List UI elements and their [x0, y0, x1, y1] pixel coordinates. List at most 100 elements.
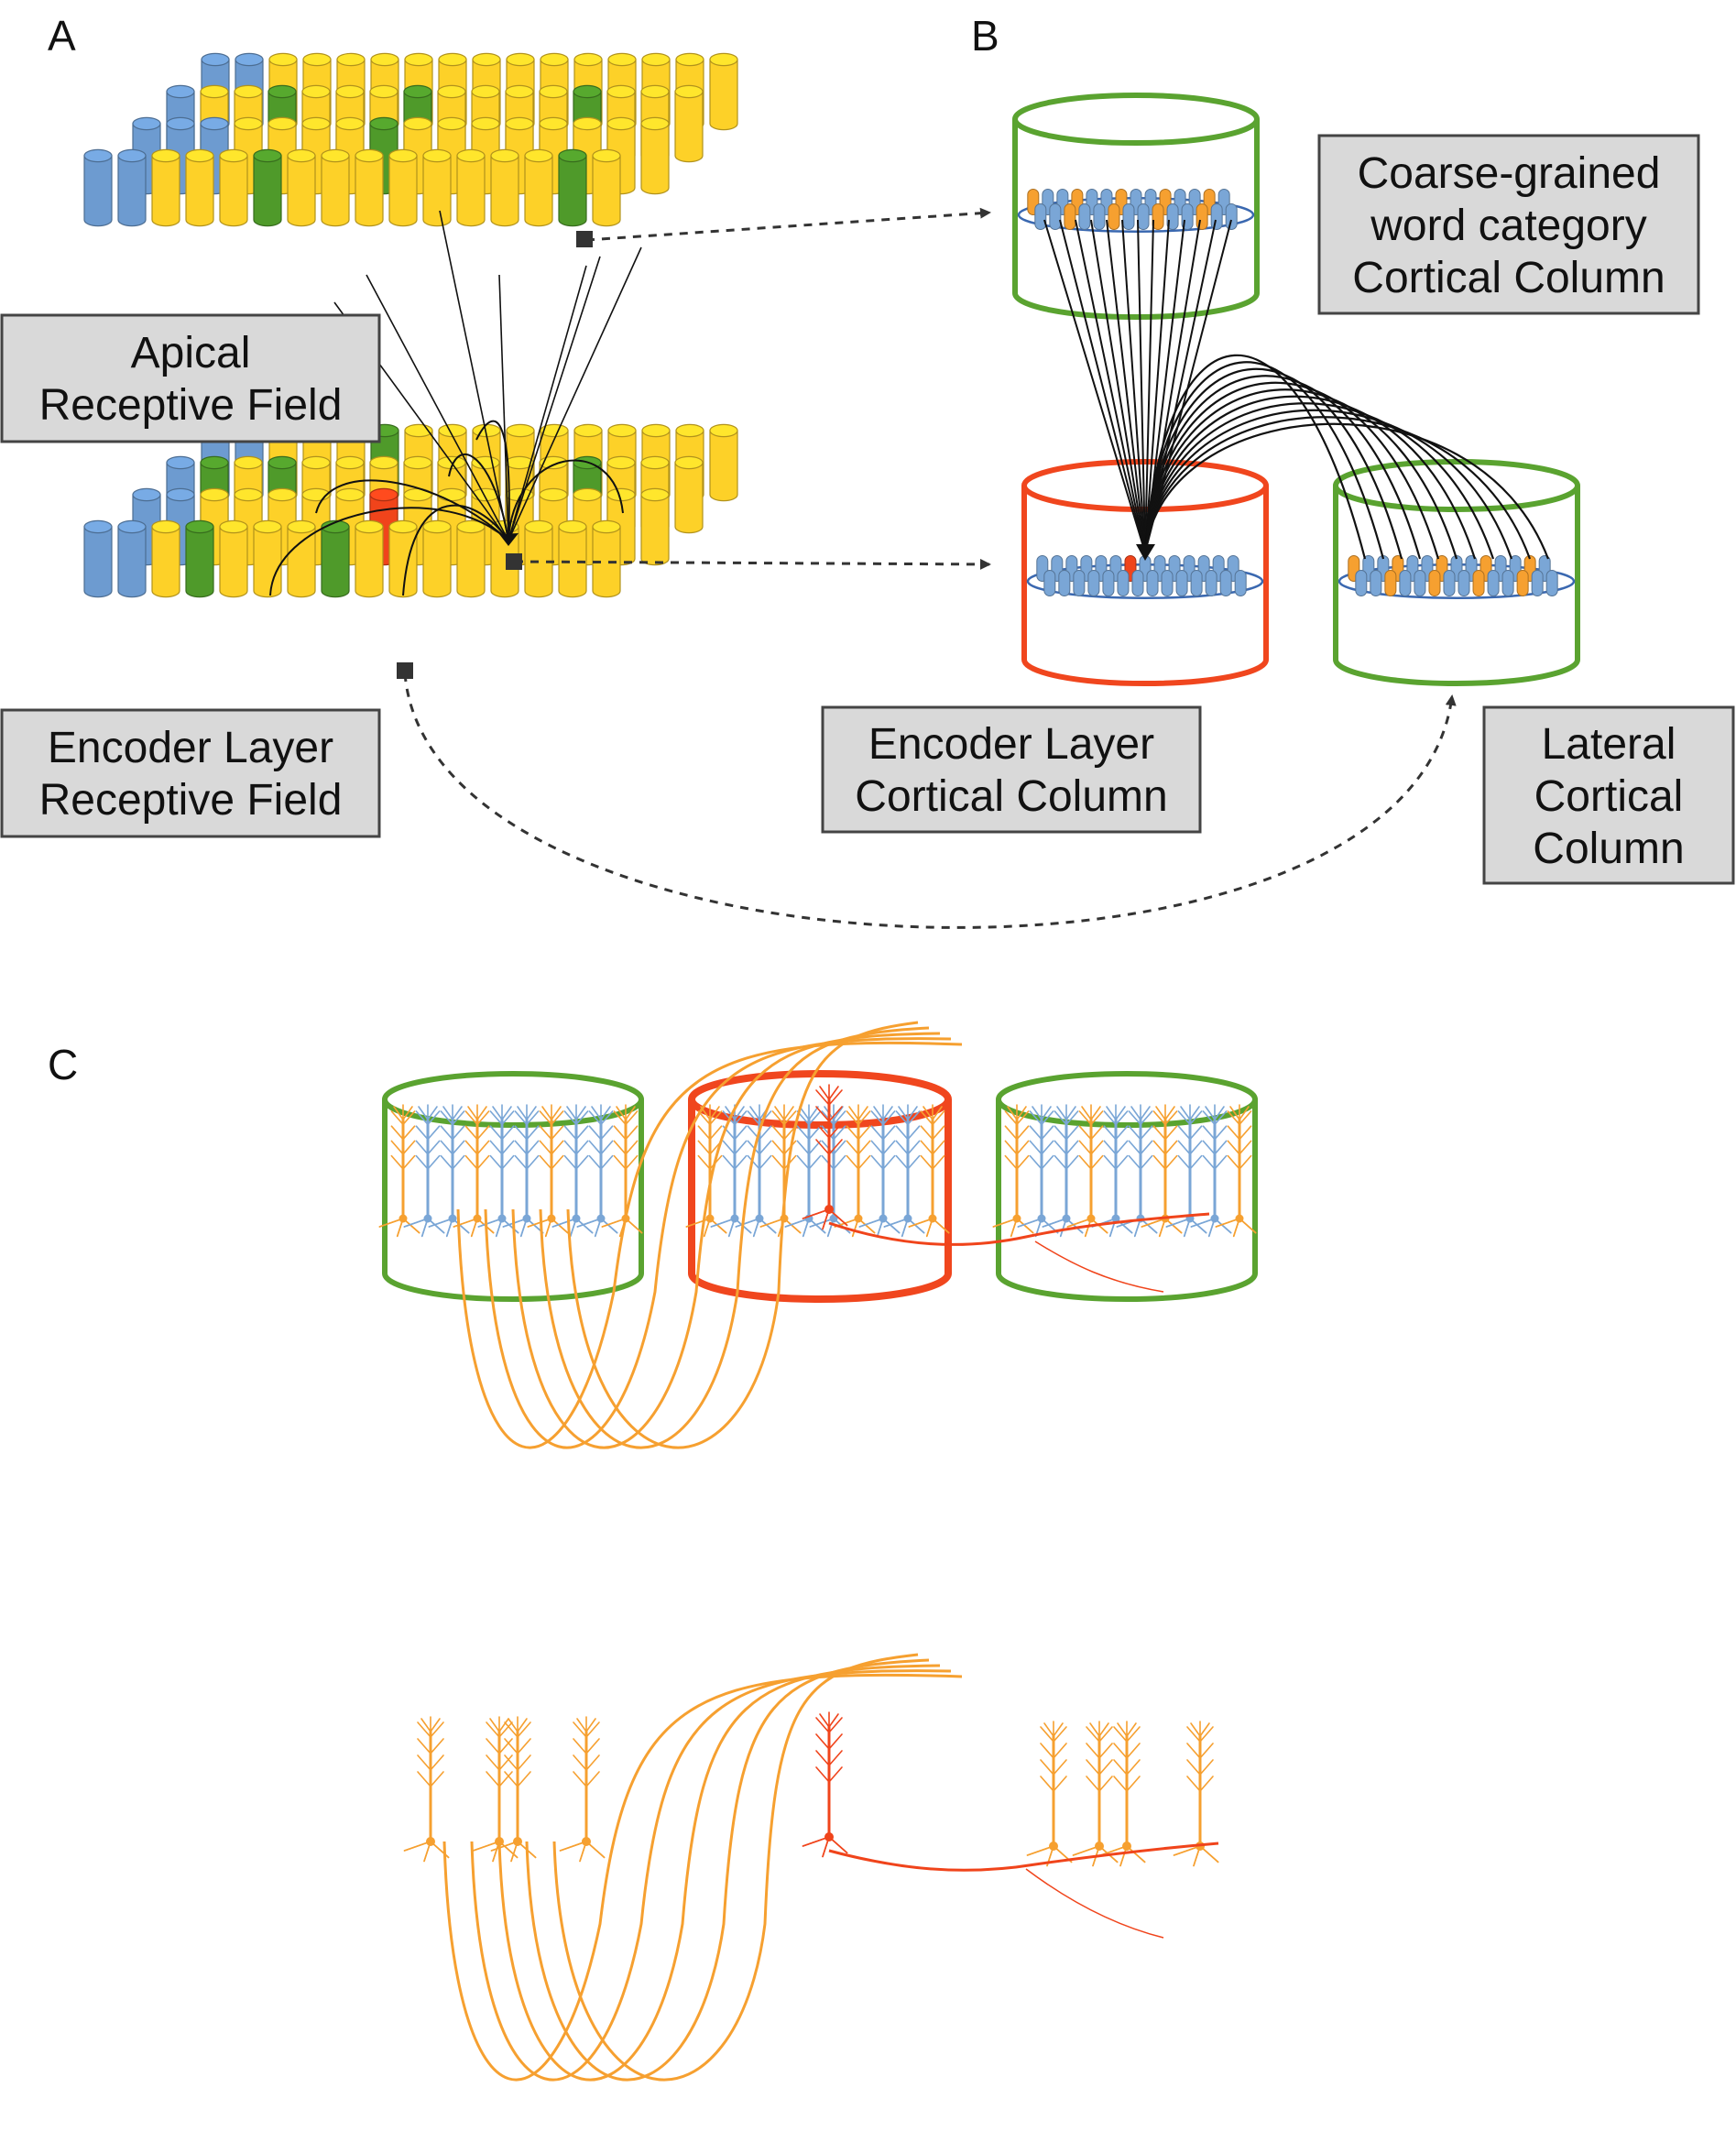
pyramidal-neuron-icon: [1042, 1104, 1084, 1238]
cylinder-icon: [83, 519, 113, 598]
svg-text:Cortical Column: Cortical Column: [855, 772, 1167, 821]
cylinder-icon: [640, 487, 670, 566]
axon-bundle: [442, 1653, 963, 2082]
pyramidal-neuron-icon: [559, 1716, 606, 1863]
svg-text:Encoder Layer: Encoder Layer: [48, 724, 333, 772]
pyramidal-neuron-icon: [403, 1104, 445, 1238]
panel-label-c: C: [48, 1041, 78, 1088]
cylinder-icon: [355, 148, 384, 227]
cortical-column-icon: [996, 1099, 1258, 1302]
cylinder-icon: [456, 519, 486, 598]
svg-text:Receptive Field: Receptive Field: [39, 776, 343, 825]
svg-text:Column: Column: [1533, 825, 1684, 873]
pyramidal-neuron-icon: [378, 1104, 420, 1238]
pyramidal-neuron-icon: [601, 1104, 643, 1238]
lateral-column-label: Lateral Cortical Column: [1482, 705, 1735, 885]
cylinder-icon: [490, 148, 519, 227]
coarse-column-label: Coarse-grained word category Cortical Co…: [1317, 134, 1700, 315]
pyramidal-neuron-icon: [428, 1104, 470, 1238]
cylinder-icon: [355, 519, 384, 598]
cylinder-icon: [219, 519, 248, 598]
cylinder-icon: [185, 148, 214, 227]
pyramidal-neuron-icon: [802, 1084, 848, 1230]
pyramidal-neuron-icon: [1116, 1104, 1158, 1238]
cylinder-icon: [640, 116, 670, 195]
cylinder-icon: [185, 519, 214, 598]
svg-text:Apical: Apical: [131, 329, 251, 377]
cylinder-icon: [674, 455, 704, 534]
pyramidal-neuron-icon: [1017, 1104, 1059, 1238]
cylinder-icon: [287, 148, 316, 227]
pyramidal-neuron-icon: [834, 1104, 876, 1238]
pyramidal-neuron-icon: [1165, 1104, 1207, 1238]
arrow-start-markers: [397, 231, 593, 679]
coarse-cortical-column: [1012, 93, 1260, 320]
pyramidal-neuron-icon: [908, 1104, 950, 1238]
cylinder-icon: [422, 519, 452, 598]
panel-label-a: A: [48, 12, 76, 60]
svg-text:Receptive Field: Receptive Field: [39, 381, 343, 430]
pyramidal-neuron-icon: [477, 1104, 519, 1238]
panel-b-connections: [1043, 219, 1550, 561]
pyramidal-neuron-icon: [685, 1104, 727, 1238]
pyramidal-neuron-icon: [551, 1104, 594, 1238]
cortical-column-icon: [382, 1099, 644, 1302]
cylinder-icon: [117, 148, 147, 227]
encoder-layer-receptive-field-label: Encoder Layer Receptive Field: [0, 708, 381, 838]
svg-text:Lateral: Lateral: [1542, 720, 1676, 769]
cylinder-icon: [524, 148, 553, 227]
dashed-arrow-icon: [403, 672, 1457, 929]
pyramidal-neuron-icon: [858, 1104, 901, 1238]
svg-text:Encoder Layer: Encoder Layer: [868, 720, 1154, 769]
cylinder-icon: [388, 148, 418, 227]
cylinder-icon: [524, 519, 553, 598]
pyramidal-neuron-icon: [472, 1716, 519, 1863]
svg-text:word category: word category: [1370, 202, 1646, 250]
cylinder-icon: [219, 148, 248, 227]
pyramidal-neuron-icon: [1026, 1721, 1073, 1867]
cylinder-icon: [456, 148, 486, 227]
pyramidal-neuron-icon: [1099, 1721, 1146, 1867]
pyramidal-neuron-icon: [403, 1716, 450, 1863]
cylinder-icon: [321, 519, 350, 598]
panel-c-columns-with-neurons: [378, 1021, 1258, 1449]
pyramidal-neuron-icon: [802, 1711, 848, 1858]
cylinder-icon: [709, 423, 738, 502]
cylinder-icon: [422, 148, 452, 227]
pyramidal-neuron-icon: [883, 1104, 925, 1238]
cylinder-icon: [151, 148, 180, 227]
dashed-arrow-icon: [514, 558, 991, 570]
panel-label-b: B: [971, 12, 999, 60]
cylinder-icon: [592, 148, 621, 227]
cylinder-icon: [117, 519, 147, 598]
encoder-layer-grid: [83, 423, 738, 598]
lateral-cortical-column: [1333, 459, 1580, 686]
encoder-column-label: Encoder Layer Cortical Column: [821, 705, 1202, 834]
pyramidal-neuron-icon: [1072, 1721, 1119, 1867]
svg-text:Cortical Column: Cortical Column: [1352, 254, 1665, 302]
cylinder-icon: [592, 519, 621, 598]
axon-bundle: [456, 1021, 963, 1449]
cylinder-icon: [253, 519, 282, 598]
cylinder-icon: [558, 148, 587, 227]
cylinder-icon: [151, 519, 180, 598]
pyramidal-neuron-icon: [1190, 1104, 1232, 1238]
pyramidal-neuron-icon: [992, 1104, 1034, 1238]
cylinder-icon: [388, 519, 418, 598]
pyramidal-neuron-icon: [502, 1104, 544, 1238]
cortical-column-icon: [688, 1099, 952, 1303]
cylinder-icon: [674, 84, 704, 163]
cylinder-icon: [709, 52, 738, 131]
apical-layer-grid: [83, 52, 738, 227]
encoder-cortical-column: [1021, 459, 1269, 686]
cylinder-icon: [287, 519, 316, 598]
pyramidal-neuron-icon: [453, 1104, 495, 1238]
dashed-arrows: [403, 207, 1457, 929]
pyramidal-neuron-icon: [576, 1104, 618, 1238]
cylinder-icon: [253, 148, 282, 227]
pyramidal-neuron-icon: [1173, 1721, 1219, 1867]
pyramidal-neuron-icon: [1141, 1104, 1183, 1238]
dashed-arrow-icon: [585, 207, 991, 242]
panel-c-neurons-only: [403, 1653, 1219, 2082]
